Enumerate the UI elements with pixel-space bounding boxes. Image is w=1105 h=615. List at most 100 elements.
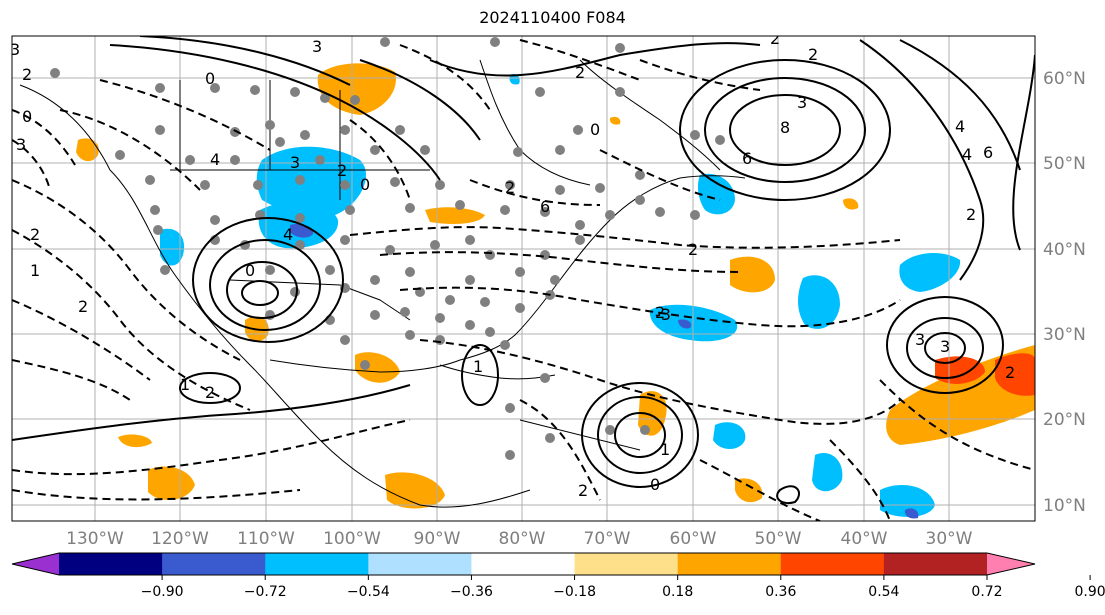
dashed-contours: [12, 39, 1035, 521]
colorbar-tick-label: −0.90: [141, 584, 184, 600]
colorbar-tick-label: 0.18: [662, 584, 693, 600]
shade-orange: [317, 63, 396, 115]
graticule: [12, 36, 1035, 521]
lon-label: 120°W: [151, 529, 209, 549]
contour-label: 0: [205, 69, 215, 88]
lon-label: 60°W: [670, 529, 717, 549]
contour-label: 3: [312, 37, 322, 56]
map-plot: 3 3 0 0 2 0 3 4 3 2 0 4 2 0 6 1 2 2 2 2 …: [10, 29, 1035, 521]
colorbar-tick-label: −0.54: [347, 584, 390, 600]
contour-label: 6: [983, 143, 993, 162]
lon-label: 130°W: [66, 529, 124, 549]
shade-blue: [697, 173, 735, 215]
lon-label: 40°W: [841, 529, 888, 549]
longitude-labels: 130°W 120°W 110°W 100°W 90°W 80°W 70°W 6…: [66, 529, 973, 549]
contour-label: 6: [540, 197, 550, 216]
contour-label: 0: [22, 107, 32, 126]
colorbar-extend-max: [987, 553, 1035, 575]
lat-label: 50°N: [1043, 154, 1086, 174]
colorbar-segment: [677, 553, 782, 575]
contour-label: 0: [650, 475, 660, 494]
colorbar-segment: [780, 553, 885, 575]
colorbar-segment: [883, 553, 988, 575]
contour-labels: 3 3 0 0 2 0 3 4 3 2 0 4 2 0 6 1 2 2 2 2 …: [10, 29, 1015, 500]
lon-label: 80°W: [499, 529, 546, 549]
shade-orange: [730, 256, 775, 293]
shade-blue: [899, 253, 961, 292]
contour-label: 3: [290, 153, 300, 172]
shade-orange: [118, 434, 152, 448]
shade-orange: [355, 352, 400, 383]
contour-label: 2: [578, 481, 588, 500]
contour-label: 2: [655, 303, 665, 322]
contour-label: -3: [655, 305, 671, 324]
contour-label: 1: [660, 440, 670, 459]
shade-orange: [609, 116, 621, 125]
shade-red: [995, 353, 1035, 396]
contour-label: 1: [30, 261, 40, 280]
colorbar-segment: [471, 553, 576, 575]
contour-label: 8: [780, 118, 790, 137]
map-background: [12, 36, 1035, 521]
contour-label: 2: [78, 297, 88, 316]
shading-layer: [76, 63, 1035, 519]
lon-label: 30°W: [926, 529, 973, 549]
contour-label: 4: [210, 150, 220, 169]
colorbar-tick-label: 0.54: [868, 584, 899, 600]
contour-label: 2: [1005, 363, 1015, 382]
lon-label: 90°W: [414, 529, 461, 549]
lon-label: 70°W: [584, 529, 631, 549]
shade-orange: [735, 478, 763, 503]
shade-darkblue: [678, 319, 692, 329]
contour-label: 3: [10, 40, 20, 59]
contour-label: 2: [688, 240, 698, 259]
contour-label: 2: [30, 225, 40, 244]
contour-label: 2: [966, 205, 976, 224]
contour-label: 4: [283, 225, 293, 244]
colorbar-segment: [574, 553, 679, 575]
colorbar-tick-label: 0.36: [765, 584, 796, 600]
shade-blue: [509, 74, 520, 85]
map-title: 2024110400 F084: [479, 8, 626, 27]
contour-label: 3: [797, 93, 807, 112]
station-dots: [50, 37, 725, 460]
lon-label: 100°W: [323, 529, 381, 549]
latitude-labels: 60°N 50°N 40°N 30°N 20°N 10°N: [1043, 69, 1086, 516]
colorbar-segment: [59, 553, 163, 575]
contour-label: 2: [205, 383, 215, 402]
contour-label: 6: [742, 149, 752, 168]
contour-label: 2: [770, 29, 780, 48]
contour-label: 2: [337, 161, 347, 180]
contour-label: 2: [505, 178, 515, 197]
shade-blue: [798, 275, 840, 329]
contour-label: 3: [940, 337, 950, 356]
lat-label: 40°N: [1043, 240, 1086, 260]
colorbar: −0.90 −0.72 −0.54 −0.36 −0.18 0.18 0.36 0.54 0.7…: [11, 552, 1105, 600]
contour-label: 2: [22, 65, 32, 84]
contour-label: 0: [590, 120, 600, 139]
contour-label: 4: [962, 145, 972, 164]
contour-label: 2: [808, 45, 818, 64]
colorbar-tick-label: −0.18: [553, 584, 596, 600]
lat-label: 10°N: [1043, 496, 1086, 516]
colorbar-tick-label: 0.72: [971, 584, 1002, 600]
contour-label: 4: [955, 117, 965, 136]
shade-orange: [425, 207, 485, 224]
shade-orange: [843, 198, 859, 210]
coastlines: [19, 59, 746, 508]
shade-blue: [713, 422, 746, 449]
shade-orange: [148, 466, 195, 501]
lat-label: 60°N: [1043, 69, 1086, 89]
lat-label: 30°N: [1043, 325, 1086, 345]
colorbar-segment: [162, 553, 266, 575]
contour-label: 0: [360, 175, 370, 194]
colorbar-tick-label: −0.72: [244, 584, 287, 600]
colorbar-outline: [11, 552, 1036, 576]
solid-contours: [12, 36, 1035, 504]
shade-blue: [160, 228, 185, 266]
shade-blue: [812, 452, 843, 492]
contour-label: 3: [16, 135, 26, 154]
lat-label: 20°N: [1043, 410, 1086, 430]
colorbar-extend-min: [12, 553, 59, 575]
